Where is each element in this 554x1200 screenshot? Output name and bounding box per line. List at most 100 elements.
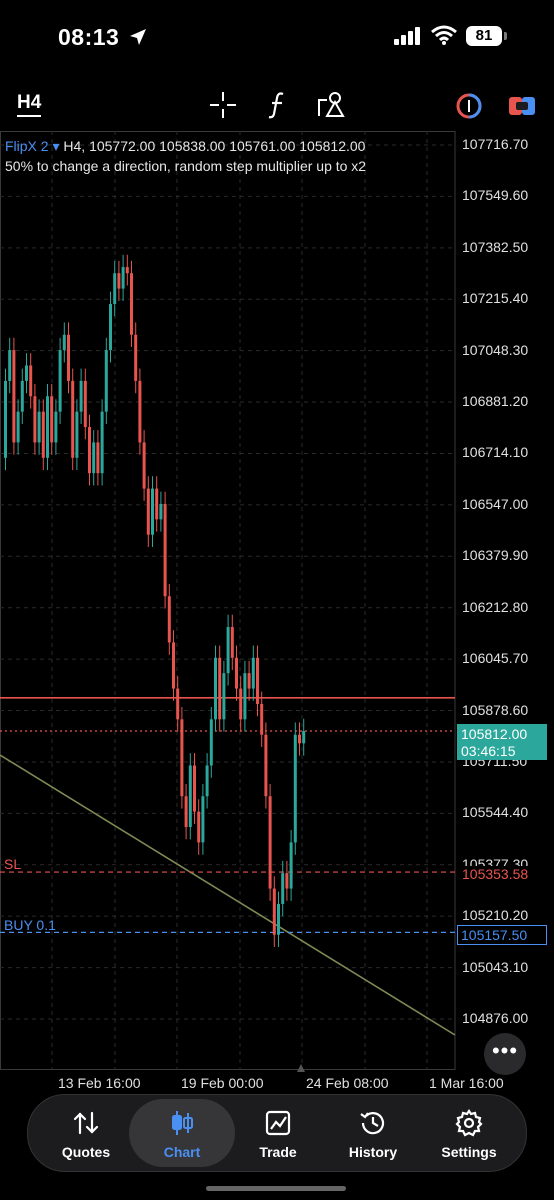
candle-body [209,719,213,766]
candle-body [46,396,49,458]
home-indicator [206,1186,346,1191]
price-axis-label: 105544.40 [462,804,529,821]
cellular-signal-icon [394,27,420,45]
candle-body [176,688,180,720]
candle-body [88,427,91,474]
price-axis-label: 107382.50 [462,238,529,255]
bar-countdown: 03:46:15 [461,743,516,759]
chart-legend-ohlc: FlipX 2 ▾ H4, 105772.00 105838.00 105761… [5,138,365,155]
candle-body [243,673,247,720]
tab-history[interactable]: History [325,1095,421,1171]
tab-trade[interactable]: Trade [230,1095,326,1171]
candle-body [298,734,301,744]
candle-body [293,734,297,843]
candle-body [260,703,264,735]
candle-body [188,765,192,828]
candle-body [167,596,171,643]
location-arrow-icon [130,29,146,45]
candle-body [201,796,205,843]
candle-body [8,350,12,381]
price-axis-label: 106881.20 [462,393,529,410]
one-click-trading-icon[interactable] [455,92,483,120]
candle-body [163,503,167,597]
tab-label: Settings [441,1144,497,1160]
price-chart[interactable] [0,131,554,1076]
candle-body [96,442,100,474]
symbol-caret[interactable]: ▾ [52,138,60,154]
candle-body [12,350,16,443]
candle-body [197,811,201,843]
more-options-button[interactable]: ••• [484,1033,526,1075]
candle-body [41,411,45,458]
indicator-description: 50% to change a direction, random step m… [5,158,367,174]
candle-body [121,267,125,289]
trade-icon [265,1110,291,1136]
candle-body [247,673,251,689]
status-time: 08:13 [58,24,120,50]
tab-label: Chart [163,1144,201,1160]
candle-body [25,365,28,381]
sl-price-badge: 105353.58 [461,866,530,882]
candle-body [281,873,285,904]
current-price: 105812.00 [461,726,528,742]
tab-quotes[interactable]: Quotes [38,1095,134,1171]
indicators-icon[interactable] [266,90,290,120]
battery-indicator: 81 [466,26,502,46]
price-axis-label: 106212.80 [462,598,529,615]
candle-body [230,627,234,658]
candle-body [226,627,230,674]
candle-body [142,442,146,489]
price-axis-label: 106547.00 [462,495,529,512]
tab-settings[interactable]: Settings [421,1095,517,1171]
price-axis-label: 106045.70 [462,650,529,667]
candle-body [268,796,272,889]
candle-body [302,731,306,744]
buy-price-badge: 105157.50 [457,925,547,945]
timeframe-button[interactable]: H4 [17,92,42,117]
buy-line-tag: BUY 0.1 [4,917,56,933]
candle-body [33,396,37,443]
candle-body [256,657,259,704]
candle-body [100,411,104,474]
candle-body [130,273,133,335]
candle-body [277,903,280,935]
candle-body [251,657,255,689]
time-marker-icon [297,1064,305,1072]
candle-body [75,411,79,458]
price-axis-label: 105043.10 [462,958,529,975]
candle-body [205,765,209,797]
symbol-name[interactable]: FlipX 2 [5,138,49,154]
time-axis-label: 19 Feb 00:00 [181,1075,264,1091]
current-price-badge: 105812.00 03:46:15 [457,724,547,760]
candle-body [193,765,196,812]
chart-icon [172,1111,193,1135]
candle-body [159,503,163,520]
candle-body [138,380,142,443]
candle-body [29,365,33,397]
wifi-icon [431,25,457,45]
tab-label: Quotes [61,1144,111,1160]
battery-tip [504,32,507,40]
candle-body [146,488,150,535]
trendline[interactable] [0,754,456,1036]
trade-toggle-icon[interactable] [507,93,537,119]
candle-body [218,657,222,720]
bottom-tab-bar: Quotes Chart Trade History [27,1094,527,1172]
price-axis-label: 107716.70 [462,136,529,152]
objects-icon[interactable] [317,90,347,120]
tab-label: History [348,1144,398,1160]
candle-body [54,411,58,443]
candle-body [20,380,24,412]
candle-body [67,334,70,381]
history-icon [360,1112,385,1135]
tab-chart[interactable]: Chart [129,1099,235,1167]
candle-body [134,334,138,381]
sl-line-tag: SL [4,856,22,872]
candle-body [184,796,188,828]
quotes-icon [73,1111,99,1135]
candle-body [125,267,129,274]
candle-body [172,642,175,689]
candle-body [83,380,87,428]
crosshair-icon[interactable] [208,90,238,120]
candle-body [155,488,159,520]
